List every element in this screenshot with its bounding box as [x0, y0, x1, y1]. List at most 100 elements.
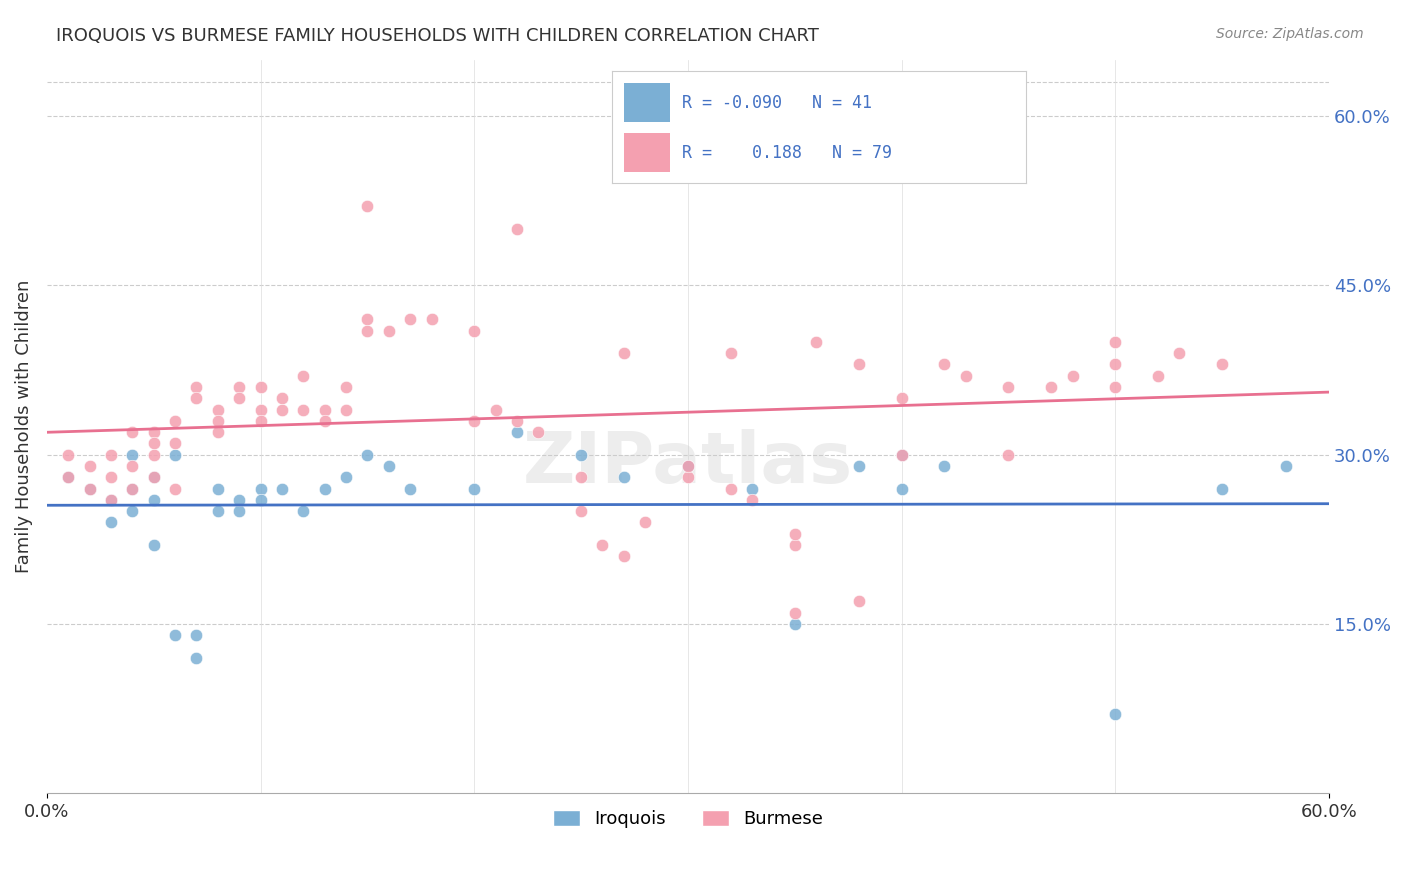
Point [228, 504, 250, 518]
Point [676, 458, 699, 473]
FancyBboxPatch shape [624, 83, 669, 121]
Point [997, 448, 1019, 462]
FancyBboxPatch shape [624, 133, 669, 171]
Point [485, 402, 508, 417]
Point [1275, 458, 1298, 473]
Point [207, 504, 229, 518]
Legend: Iroquois, Burmese: Iroquois, Burmese [546, 803, 831, 836]
Point [100, 448, 122, 462]
Point [207, 414, 229, 428]
Point [1104, 707, 1126, 722]
Point [783, 526, 806, 541]
Point [890, 448, 912, 462]
Point [720, 346, 742, 360]
Point [228, 380, 250, 394]
Point [207, 402, 229, 417]
Point [314, 402, 336, 417]
Point [228, 492, 250, 507]
Point [100, 492, 122, 507]
Point [100, 470, 122, 484]
Point [186, 628, 208, 642]
Point [378, 324, 401, 338]
Text: R =    0.188   N = 79: R = 0.188 N = 79 [682, 144, 893, 161]
Point [463, 414, 485, 428]
Point [100, 492, 122, 507]
Point [271, 402, 294, 417]
Point [848, 165, 870, 179]
Point [121, 504, 143, 518]
Point [569, 504, 592, 518]
Point [1168, 346, 1191, 360]
Point [592, 538, 614, 552]
Point [1104, 334, 1126, 349]
Point [399, 312, 422, 326]
Point [79, 482, 101, 496]
Point [249, 380, 271, 394]
Y-axis label: Family Households with Children: Family Households with Children [15, 280, 32, 574]
Point [356, 312, 378, 326]
Point [142, 470, 165, 484]
Point [890, 391, 912, 405]
Point [741, 482, 763, 496]
Point [676, 458, 699, 473]
Text: Source: ZipAtlas.com: Source: ZipAtlas.com [1216, 27, 1364, 41]
Point [720, 482, 742, 496]
Point [249, 492, 271, 507]
Point [1040, 380, 1063, 394]
Point [292, 402, 315, 417]
Point [121, 448, 143, 462]
Point [356, 324, 378, 338]
Point [613, 470, 636, 484]
Text: ZIPatlas: ZIPatlas [523, 429, 853, 498]
Point [1104, 380, 1126, 394]
Point [356, 448, 378, 462]
Point [1211, 358, 1233, 372]
Point [420, 312, 443, 326]
Point [142, 492, 165, 507]
Point [186, 651, 208, 665]
Point [848, 594, 870, 608]
Point [676, 470, 699, 484]
Point [142, 448, 165, 462]
Point [121, 458, 143, 473]
Point [249, 402, 271, 417]
Point [335, 470, 357, 484]
Text: IROQUOIS VS BURMESE FAMILY HOUSEHOLDS WITH CHILDREN CORRELATION CHART: IROQUOIS VS BURMESE FAMILY HOUSEHOLDS WI… [56, 27, 820, 45]
Point [207, 425, 229, 439]
Point [142, 538, 165, 552]
Point [121, 482, 143, 496]
Point [335, 380, 357, 394]
Point [165, 482, 187, 496]
Point [527, 425, 550, 439]
Point [58, 448, 80, 462]
Point [783, 617, 806, 632]
Point [249, 414, 271, 428]
Point [58, 470, 80, 484]
Point [890, 482, 912, 496]
Point [569, 448, 592, 462]
Point [848, 358, 870, 372]
Point [249, 482, 271, 496]
Point [613, 549, 636, 564]
Point [804, 334, 827, 349]
Point [463, 482, 485, 496]
Point [186, 391, 208, 405]
Point [292, 504, 315, 518]
Point [292, 368, 315, 383]
Point [613, 346, 636, 360]
Point [142, 470, 165, 484]
Point [783, 538, 806, 552]
Point [165, 628, 187, 642]
Point [356, 199, 378, 213]
Point [378, 458, 401, 473]
Point [1104, 358, 1126, 372]
Point [506, 414, 529, 428]
Point [58, 470, 80, 484]
Text: R = -0.090   N = 41: R = -0.090 N = 41 [682, 94, 872, 112]
Point [955, 368, 977, 383]
Point [399, 482, 422, 496]
Point [165, 448, 187, 462]
Point [271, 482, 294, 496]
Point [890, 448, 912, 462]
Point [569, 470, 592, 484]
